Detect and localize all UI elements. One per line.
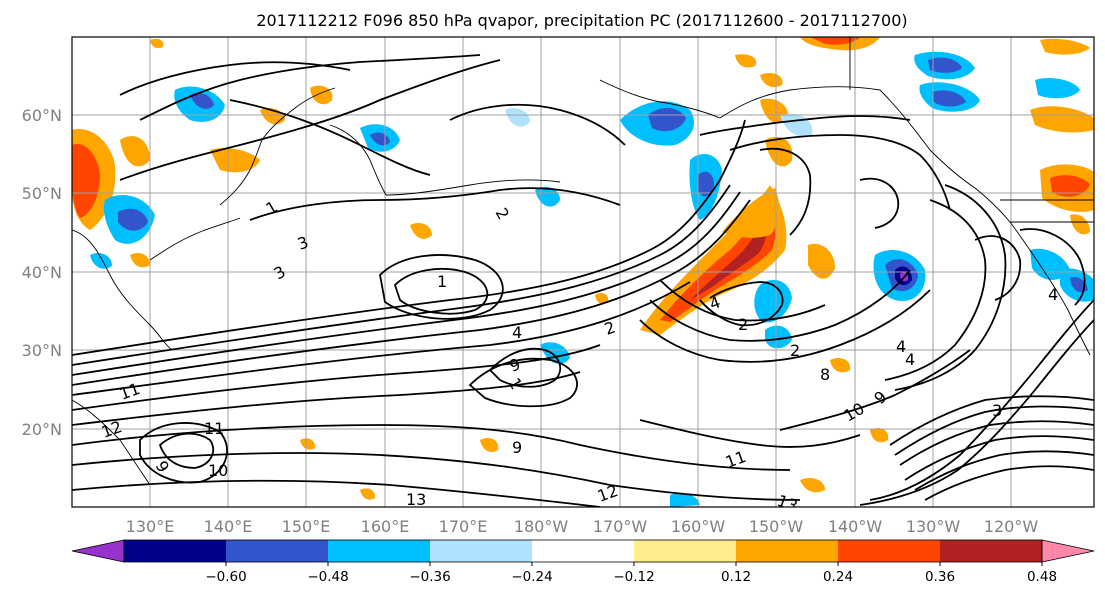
lon-label: 160°W: [671, 517, 726, 536]
colorbar-outline: [123, 539, 1043, 563]
colorbar-segment: [124, 540, 227, 562]
map-panel: 1 2 3 1 3 4 2 2 4 1 9 2 4 3 4 11 12 11 1…: [71, 36, 1095, 516]
lat-label: 20°N: [22, 420, 62, 439]
lon-label: 150°W: [749, 517, 804, 536]
colorbar-extend-low: [71, 539, 125, 563]
lon-label: 180°W: [514, 517, 569, 536]
precip-shading: [72, 37, 1094, 507]
colorbar-tick-label: −0.24: [511, 569, 552, 585]
contour-label: 1: [437, 272, 447, 291]
colorbar-tick-label: 0.24: [823, 569, 853, 585]
lon-label: 130°E: [126, 517, 175, 536]
contour-label: 4: [905, 350, 915, 369]
colorbar-extend-high: [1041, 539, 1095, 563]
colorbar-tick-label: 0.36: [925, 569, 955, 585]
contour-label: 4: [512, 323, 522, 342]
lon-label: 130°W: [906, 517, 961, 536]
colorbar-segment: [532, 540, 635, 562]
figure-title: 2017112212 F096 850 hPa qvapor, precipit…: [256, 11, 907, 30]
contour-label: 8: [820, 365, 830, 384]
lon-label: 140°E: [204, 517, 253, 536]
colorbar-tick-label: −0.48: [307, 569, 348, 585]
lon-label: 170°W: [593, 517, 648, 536]
map-frame: [71, 36, 1095, 508]
lat-label: 40°N: [22, 263, 62, 282]
contour-label: 13: [775, 491, 801, 516]
contour-label: 10: [208, 461, 228, 480]
lon-label: 120°W: [984, 517, 1039, 536]
lon-label: 160°E: [361, 517, 410, 536]
colorbar-segment: [838, 540, 941, 562]
colorbar-tick-label: −0.36: [409, 569, 450, 585]
longitude-labels: 130°E 140°E 150°E 160°E 170°E 180°W 170°…: [126, 517, 1039, 536]
colorbar-segment: [328, 540, 431, 562]
colorbar: −0.60 −0.48 −0.36 −0.24 −0.12 0.12 0.24 0.36 0.4…: [71, 539, 1095, 585]
lon-label: 140°W: [828, 517, 883, 536]
lat-label: 60°N: [22, 106, 62, 125]
latitude-labels: 60°N 50°N 40°N 30°N 20°N: [22, 106, 62, 439]
colorbar-segment: [736, 540, 839, 562]
lon-label: 170°E: [439, 517, 488, 536]
qvapor-contours: [72, 54, 1094, 507]
colorbar-segment: [940, 540, 1043, 562]
colorbar-tick-label: 0.12: [721, 569, 751, 585]
contour-label: 4: [1048, 285, 1058, 304]
colorbar-segment: [634, 540, 737, 562]
contour-label: 3: [992, 401, 1002, 420]
lon-label: 150°E: [282, 517, 331, 536]
contour-label: 2: [790, 341, 800, 360]
lat-label: 50°N: [22, 184, 62, 203]
colorbar-tick-label: 0.48: [1027, 569, 1057, 585]
contour-label: 9: [512, 438, 522, 457]
colorbar-segment: [430, 540, 533, 562]
contour-label: 11: [204, 419, 224, 438]
colorbar-segment: [226, 540, 329, 562]
colorbar-tick-label: −0.12: [613, 569, 654, 585]
contour-label: 13: [406, 490, 426, 509]
contour-label: 4: [896, 337, 906, 356]
contour-label: 2: [738, 315, 748, 334]
colorbar-tick-label: −0.60: [205, 569, 246, 585]
lat-label: 30°N: [22, 341, 62, 360]
